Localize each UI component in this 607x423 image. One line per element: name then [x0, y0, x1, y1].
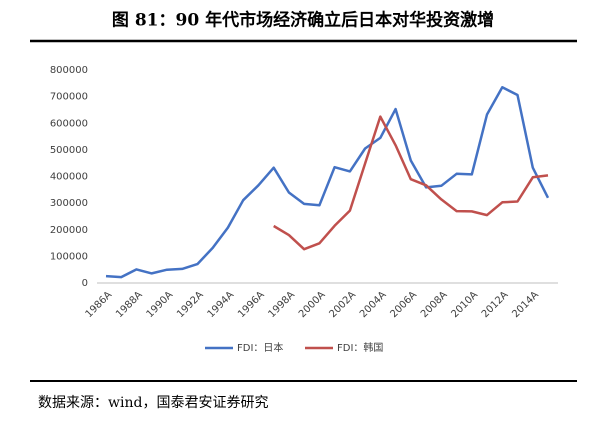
series-line — [105, 86, 550, 279]
x-tick-label: 1996A — [236, 289, 267, 320]
x-tick-label: 2008A — [419, 289, 450, 320]
x-tick-label: 2010A — [449, 289, 480, 320]
chart-title: 图 81：90 年代市场经济确立后日本对华投资激增 — [112, 10, 494, 31]
x-tick-label: 1998A — [267, 289, 298, 320]
x-tick-label: 2004A — [358, 289, 389, 320]
legend-label: FDI：日本 — [237, 341, 283, 354]
x-tick-label: 2006A — [388, 289, 419, 320]
y-tick-label: 300000 — [50, 198, 88, 209]
x-tick-label: 2002A — [327, 289, 358, 320]
y-tick-label: 100000 — [50, 251, 88, 262]
y-tick-label: 600000 — [50, 118, 88, 129]
y-tick-label: 500000 — [50, 145, 88, 156]
x-tick-label: 1992A — [175, 289, 206, 320]
source: 数据来源：wind，国泰君安证券研究 — [38, 395, 268, 411]
x-tick-label: 2000A — [297, 289, 328, 320]
y-tick-label: 200000 — [50, 225, 88, 236]
x-tick-label: 1988A — [114, 289, 145, 320]
x-tick-label: 1994A — [206, 289, 237, 320]
x-tick-label: 1990A — [145, 289, 176, 320]
y-tick-label: 700000 — [50, 92, 88, 103]
x-tick-label: 1986A — [84, 289, 115, 320]
legend-label: FDI：韩国 — [337, 341, 383, 354]
x-tick-label: 2014A — [510, 289, 541, 320]
y-tick-label: 800000 — [50, 65, 88, 76]
x-tick-label: 2012A — [480, 289, 511, 320]
series-line — [273, 115, 549, 251]
y-tick-label: 400000 — [50, 172, 88, 183]
y-tick-label: 0 — [82, 278, 88, 289]
